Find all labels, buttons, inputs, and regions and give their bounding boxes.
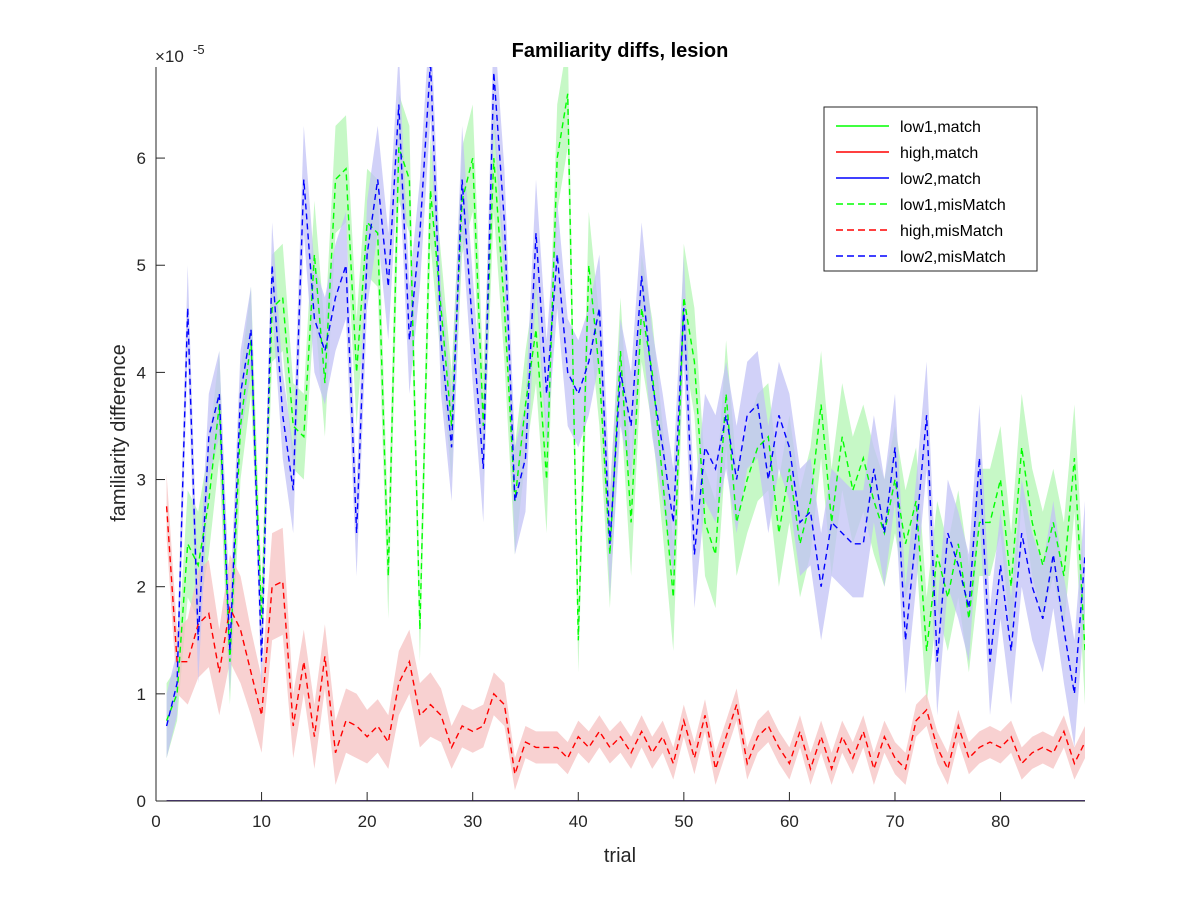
error-band-5	[166, 67, 1085, 759]
legend-label-4: high,misMatch	[900, 223, 1003, 240]
series-line-3	[165, 93, 1085, 721]
y-tick-label: 0	[137, 792, 146, 811]
y-tick-label: 5	[137, 256, 146, 275]
x-tick-label: 10	[252, 812, 271, 831]
x-tick-label: 70	[886, 812, 905, 831]
x-tick-label: 60	[780, 812, 799, 831]
x-tick-label: 0	[151, 812, 160, 831]
series-line-4	[165, 506, 1085, 775]
y-tick-label: 1	[137, 685, 146, 704]
x-tick-label: 40	[569, 812, 588, 831]
legend-label-0: low1,match	[900, 119, 981, 136]
x-tick-label: 20	[358, 812, 377, 831]
y-axis-label: familiarity difference	[108, 344, 130, 521]
x-axis-label: trial	[604, 845, 636, 867]
axes: 0 10 20 30 40 50 60 70 80 0 1 2 3 4 5 6	[137, 67, 1085, 831]
error-band-4	[166, 474, 1085, 791]
legend-label-3: low1,misMatch	[900, 197, 1006, 214]
x-tick-label: 50	[674, 812, 693, 831]
legend-label-1: high,match	[900, 145, 978, 162]
y-multiplier-base: ×10	[155, 47, 184, 66]
y-tick-label: 2	[137, 578, 146, 597]
legend-box	[823, 106, 1038, 272]
y-multiplier: ×10 -5	[155, 42, 205, 66]
y-tick-label: 3	[137, 471, 146, 490]
legend-label-5: low2,misMatch	[900, 249, 1006, 266]
series-line-5	[165, 67, 1085, 727]
chart-title: Familiarity diffs, lesion	[512, 40, 729, 62]
legend: low1,match high,match low2,match low1,misMa…	[823, 106, 1038, 272]
x-tick-label: 80	[991, 812, 1010, 831]
x-tick-label: 30	[463, 812, 482, 831]
y-multiplier-exponent: -5	[193, 42, 205, 57]
y-tick-label: 6	[137, 149, 146, 168]
y-tick-label: 4	[137, 363, 146, 382]
legend-label-2: low2,match	[900, 171, 981, 188]
series-lines	[165, 67, 1085, 801]
